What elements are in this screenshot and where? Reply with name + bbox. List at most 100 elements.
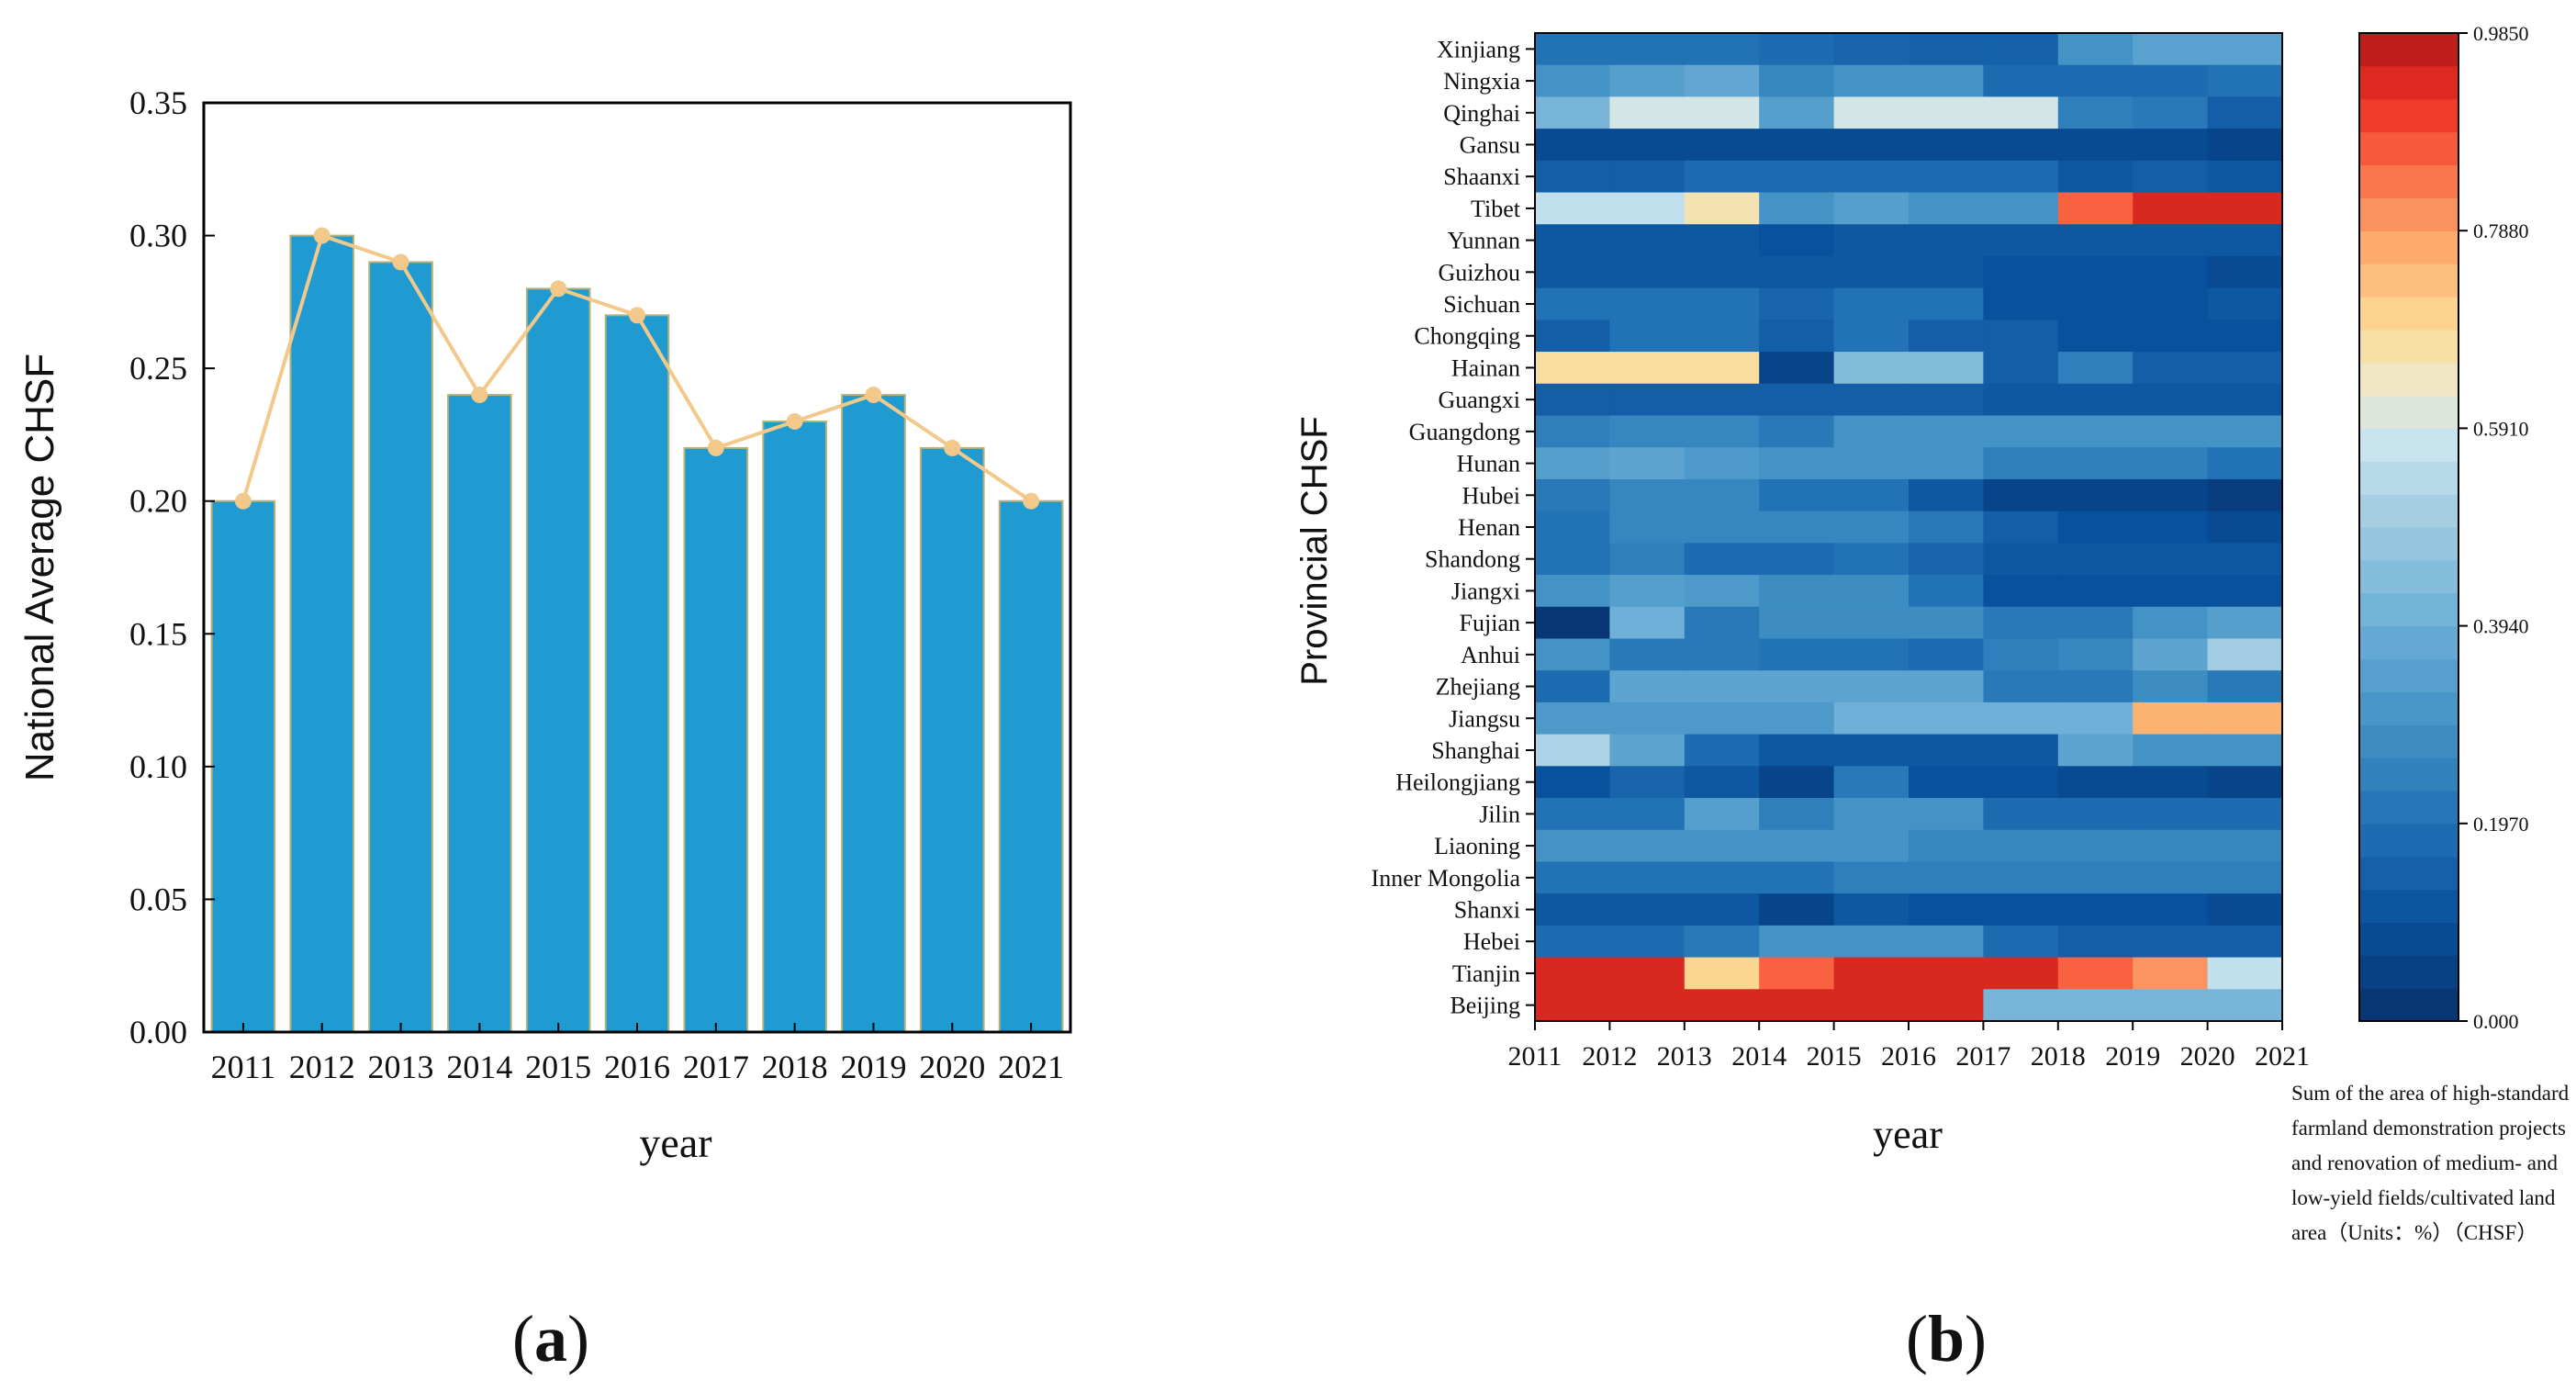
colorbar-level [2359, 362, 2458, 397]
colorbar-level [2359, 164, 2458, 198]
cell-Inner Mongolia-2016 [1909, 861, 1984, 894]
x-tick-label: 2015 [525, 1049, 591, 1085]
cell-Heilongjiang-2019 [2133, 766, 2209, 799]
cell-Hubei-2011 [1535, 478, 1610, 512]
cell-Gansu-2015 [1833, 129, 1910, 162]
cell-Anhui-2012 [1609, 638, 1686, 671]
cell-Jiangxi-2012 [1609, 575, 1686, 608]
cell-Jilin-2013 [1684, 798, 1760, 831]
cell-Guangxi-2014 [1759, 383, 1835, 417]
row-label-Liaoning: Liaoning [1434, 833, 1520, 859]
bar-2016 [604, 314, 670, 1034]
cell-Tibet-2020 [2207, 192, 2283, 225]
bar-2011 [210, 500, 276, 1033]
cell-Yunnan-2019 [2133, 224, 2209, 257]
colorbar-tick-label: 0.7880 [2473, 219, 2529, 242]
cell-Jiangsu-2020 [2207, 702, 2283, 735]
cell-Jilin-2019 [2133, 798, 2209, 831]
cell-Henan-2019 [2133, 511, 2209, 544]
panel-label-a-letter: a [534, 1302, 567, 1375]
colorbar-level [2359, 98, 2458, 133]
cell-Jiangsu-2016 [1909, 702, 1984, 735]
cell-Fujian-2011 [1535, 606, 1610, 640]
cell-Shandong-2014 [1759, 543, 1835, 576]
row-label-Qinghai: Qinghai [1443, 100, 1520, 127]
cell-Hainan-2018 [2057, 352, 2134, 385]
cell-Fujian-2019 [2133, 606, 2209, 640]
cell-Shanghai-2015 [1833, 734, 1910, 767]
bar-2017 [683, 446, 749, 1033]
row-label-Jiangsu: Jiangsu [1449, 705, 1520, 732]
cell-Qinghai-2015 [1833, 96, 1910, 129]
cell-Hebei-2013 [1684, 925, 1760, 959]
x-tick-label: 2012 [1582, 1041, 1637, 1072]
cell-Zhejiang-2016 [1909, 670, 1984, 703]
cell-Qinghai-2013 [1684, 96, 1760, 129]
cell-Guangxi-2020 [2207, 383, 2283, 417]
cell-Shanghai-2019 [2133, 734, 2209, 767]
x-tick-label: 2012 [289, 1049, 355, 1085]
cell-Fujian-2013 [1684, 606, 1760, 640]
colorbar-caption-line: and renovation of medium- and [2291, 1151, 2558, 1174]
panel-b-heatmap: Xinjiang Ningxia Qinghai Gansu Shaanxi Tibet Y… [1294, 22, 2570, 1375]
y-tick-label: 0.05 [129, 881, 187, 917]
cell-Liaoning-2016 [1909, 829, 1984, 863]
row-label-Shanghai: Shanghai [1431, 737, 1520, 764]
cell-Shanxi-2020 [2207, 893, 2283, 926]
panel-label-a: (a) [512, 1302, 589, 1375]
x-tick-label: 2014 [446, 1049, 512, 1085]
cell-Hunan-2020 [2207, 447, 2283, 480]
cell-Liaoning-2017 [1983, 829, 2059, 863]
cell-Henan-2020 [2207, 511, 2283, 544]
cell-Chongqing-2017 [1983, 320, 2059, 353]
cell-Jilin-2012 [1609, 798, 1686, 831]
cell-Xinjiang-2016 [1909, 33, 1984, 66]
cell-Inner Mongolia-2020 [2207, 861, 2283, 894]
cell-Henan-2012 [1609, 511, 1686, 544]
cell-Sichuan-2011 [1535, 287, 1610, 320]
cell-Shanxi-2012 [1609, 893, 1686, 926]
cell-Beijing-2014 [1759, 989, 1835, 1022]
cell-Heilongjiang-2011 [1535, 766, 1610, 799]
cell-Hebei-2017 [1983, 925, 2059, 959]
cell-Shanghai-2016 [1909, 734, 1984, 767]
cell-Heilongjiang-2016 [1909, 766, 1984, 799]
cell-Shanxi-2018 [2057, 893, 2134, 926]
colorbar-level [2359, 395, 2458, 429]
cell-Henan-2015 [1833, 511, 1910, 544]
cell-Guangdong-2014 [1759, 415, 1835, 448]
cell-Shanxi-2014 [1759, 893, 1835, 926]
row-label-Jiangxi: Jiangxi [1451, 578, 1520, 604]
cell-Anhui-2016 [1909, 638, 1984, 671]
cell-Yunnan-2013 [1684, 224, 1760, 257]
cell-Tibet-2015 [1833, 192, 1910, 225]
colorbar-tick-label: 0.1970 [2473, 813, 2529, 836]
cell-Ningxia-2018 [2057, 64, 2134, 98]
cell-Ningxia-2014 [1759, 64, 1835, 98]
colorbar-level [2359, 33, 2458, 67]
cell-Chongqing-2013 [1684, 320, 1760, 353]
cell-Jiangxi-2015 [1833, 575, 1910, 608]
cell-Hubei-2016 [1909, 478, 1984, 512]
cell-Hebei-2011 [1535, 925, 1610, 959]
cell-Xinjiang-2015 [1833, 33, 1910, 66]
cell-Guizhou-2018 [2057, 255, 2134, 289]
bar-2018 [762, 420, 827, 1033]
cell-Fujian-2016 [1909, 606, 1984, 640]
cell-Zhejiang-2018 [2057, 670, 2134, 703]
cell-Jiangxi-2017 [1983, 575, 2059, 608]
cell-Guangxi-2018 [2057, 383, 2134, 417]
colorbar-caption: Sum of the area of high-standard farmland… [2291, 1082, 2570, 1244]
cell-Tibet-2019 [2133, 192, 2209, 225]
cell-Tianjin-2011 [1535, 957, 1610, 990]
cell-Anhui-2017 [1983, 638, 2059, 671]
cell-Hainan-2017 [1983, 352, 2059, 385]
row-label-Gansu: Gansu [1460, 131, 1520, 158]
colorbar-caption-line: low-yield fields/cultivated land [2291, 1186, 2556, 1209]
cell-Shandong-2017 [1983, 543, 2059, 576]
cell-Gansu-2014 [1759, 129, 1835, 162]
cell-Yunnan-2017 [1983, 224, 2059, 257]
cell-Hainan-2019 [2133, 352, 2209, 385]
cell-Gansu-2019 [2133, 129, 2209, 162]
row-label-Hunan: Hunan [1457, 451, 1520, 477]
